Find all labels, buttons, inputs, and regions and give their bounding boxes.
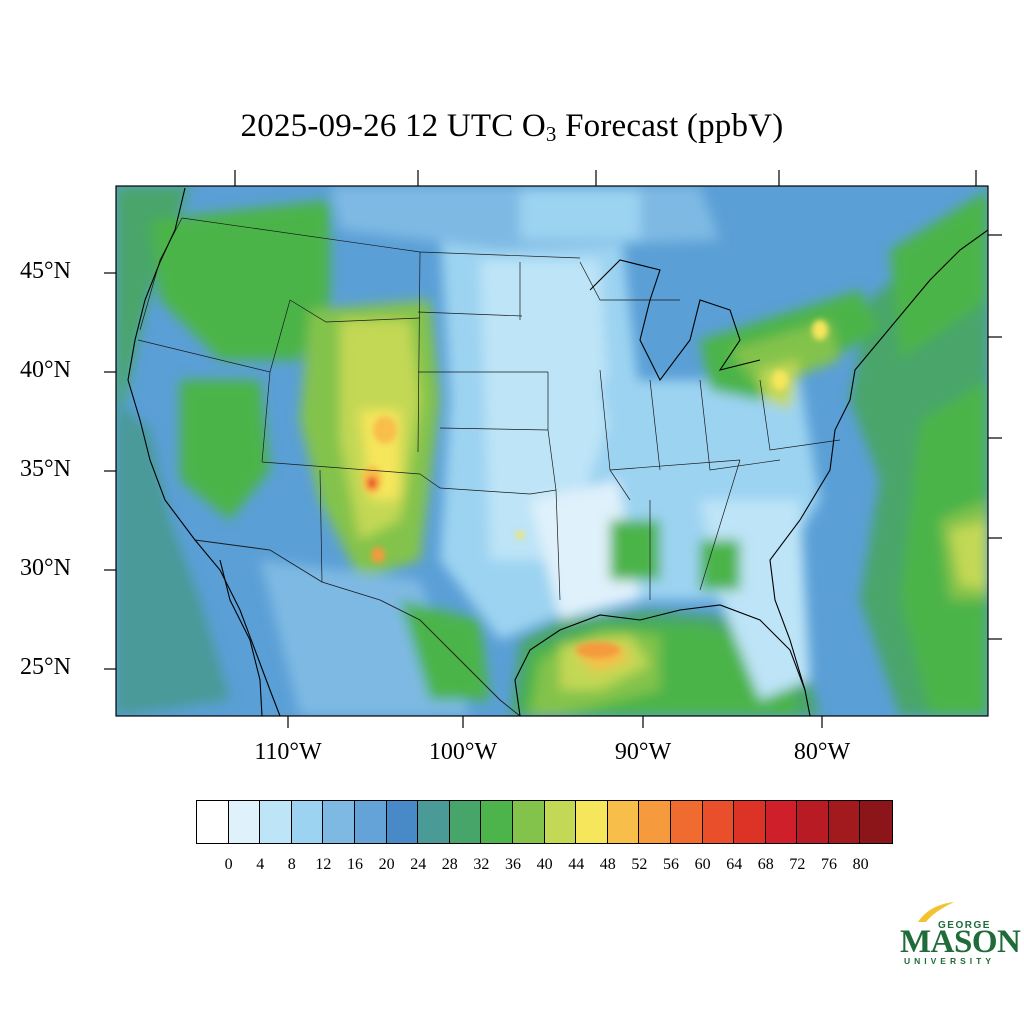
colorbar-tick-label: 48 [599,856,616,873]
colorbar-swatch [512,801,545,843]
colorbar-tick-label: 68 [757,856,774,873]
state-boundaries [137,217,841,716]
lat-label-25n: 25°N [20,654,71,680]
colorbar-tick-label: 64 [726,856,743,873]
colorbar-swatch [765,801,798,843]
colorbar-tick-label: 44 [568,856,585,873]
map-title: 2025-09-26 12 UTC O3 Forecast (ppbV) [240,108,784,146]
colorbar-swatch [197,801,229,843]
colorbar-swatch [576,801,608,843]
colorbar-swatch [386,801,419,843]
ozone-hotspots [362,320,828,658]
lon-label-100w: 100°W [428,739,498,765]
colorbar-tick-label: 0 [224,856,233,873]
gmu-logo: GEORGE MASON UNIVERSITY [898,898,1021,968]
colorbar-tick-label: 72 [789,856,806,873]
lon-label-90w: 90°W [614,739,672,765]
colorbar-tick-label: 52 [631,856,648,873]
colorbar-tick-label: 24 [410,856,427,873]
colorbar-swatch [860,801,893,843]
colorbar-swatch [228,801,261,843]
lat-label-30n: 30°N [20,555,71,581]
colorbar-swatch [607,801,640,843]
logo-university: UNIVERSITY [904,956,996,966]
colorbar-swatch [481,801,513,843]
colorbar-tick-label: 56 [663,856,679,873]
colorbar-tick-label: 60 [694,856,711,873]
colorbar-swatch [639,801,671,843]
colorbar-tick-label: 16 [347,856,363,873]
colorbar-swatch [323,801,355,843]
lat-label-45n: 45°N [20,258,71,284]
logo-swoosh-icon [918,902,954,922]
lon-label-80w: 80°W [793,739,851,765]
lat-label-35n: 35°N [20,456,71,482]
coastlines [127,187,988,716]
colorbar-swatch [828,801,861,843]
colorbar-swatch [797,801,829,843]
colorbar-tick-label: 40 [536,856,553,873]
colorbar-swatch [418,801,450,843]
colorbar-swatch [734,801,766,843]
colorbar-swatch [260,801,292,843]
lon-label-110w: 110°W [254,739,322,765]
colorbar-swatch [354,801,387,843]
colorbar-tick-label: 20 [378,856,395,873]
colorbar [196,800,894,844]
map-frame [115,185,989,717]
colorbar-swatch [544,801,577,843]
colorbar-tick-label: 36 [505,856,521,873]
axis-ticks [104,170,1002,728]
colorbar-tick-label: 80 [852,856,869,873]
colorbar-swatch [702,801,735,843]
colorbar-swatch [449,801,482,843]
colorbar-swatch [291,801,324,843]
ozone-field [116,186,988,716]
colorbar-tick-label: 76 [821,856,837,873]
colorbar-tick-label: 8 [287,856,296,873]
logo-george: GEORGE [938,920,991,931]
colorbar-tick-label: 12 [315,856,332,873]
colorbar-swatch [670,801,703,843]
colorbar-tick-label: 32 [473,856,490,873]
colorbar-tick-label: 28 [441,856,458,873]
colorbar-tick-label: 4 [256,856,265,873]
lat-label-40n: 40°N [20,357,71,383]
logo-mason: MASON [900,924,1021,960]
